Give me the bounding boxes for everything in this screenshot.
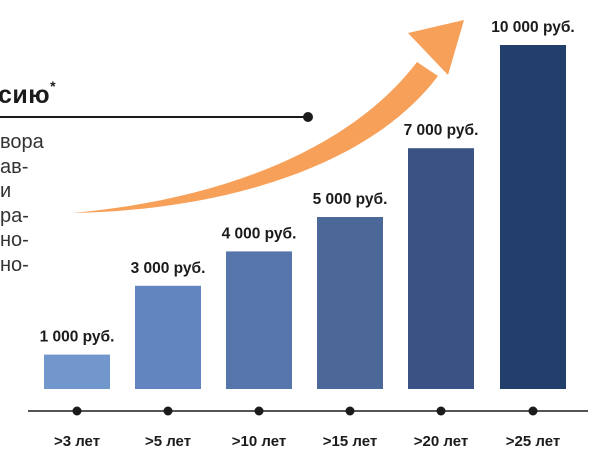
side-text-line: ра- — [0, 204, 29, 227]
bars-group: 1 000 руб. 3 000 руб. 4 000 руб. 5 000 руб.… — [40, 19, 575, 389]
x-tick-label: >25 лет — [506, 433, 560, 450]
bar-value-label: 1 000 руб. — [40, 329, 115, 346]
side-text-line: но- — [0, 229, 29, 251]
bar-value-label: 7 000 руб. — [404, 122, 479, 139]
bar — [500, 45, 566, 389]
bar-value-label: 3 000 руб. — [131, 260, 206, 277]
bar — [408, 148, 474, 389]
bar — [44, 354, 110, 389]
section-heading: сию* — [0, 78, 56, 110]
x-axis-tick-dot — [163, 406, 173, 416]
x-axis: >3 лет >5 лет >10 лет >15 лет >20 лет >25 лет — [28, 406, 588, 450]
side-text-line: и — [0, 180, 12, 202]
section-heading-text: сию — [0, 81, 51, 109]
growth-arrow-head — [408, 20, 464, 75]
x-axis-tick-dot — [72, 406, 82, 416]
footnote-mark: * — [50, 78, 57, 94]
x-tick-label: >15 лет — [323, 433, 377, 450]
heading-rule-dot — [303, 112, 313, 122]
side-text-line: ав- — [0, 155, 29, 178]
x-axis-tick-dot — [528, 406, 538, 416]
x-axis-tick-dot — [254, 406, 264, 416]
growth-arrow-shaft — [72, 62, 438, 213]
x-tick-label: >20 лет — [414, 433, 468, 450]
bar-value-label: 5 000 руб. — [313, 191, 388, 208]
bar — [135, 285, 201, 389]
bar-value-label: 10 000 руб. — [491, 19, 574, 36]
x-tick-label: >10 лет — [232, 433, 286, 450]
bar-value-label: 4 000 руб. — [222, 225, 297, 242]
x-axis-tick-dot — [436, 406, 446, 416]
bar — [226, 251, 292, 389]
side-text-line: вора — [0, 131, 44, 153]
heading-rule — [0, 116, 308, 118]
bar — [317, 217, 383, 389]
x-axis-tick-dot — [345, 406, 355, 416]
side-text-line: но- — [0, 253, 29, 276]
x-tick-label: >5 лет — [145, 433, 191, 450]
side-text-block: вора ав- и ра- но- но- — [0, 130, 44, 277]
growth-arrow — [72, 20, 464, 213]
x-tick-label: >3 лет — [54, 433, 100, 450]
